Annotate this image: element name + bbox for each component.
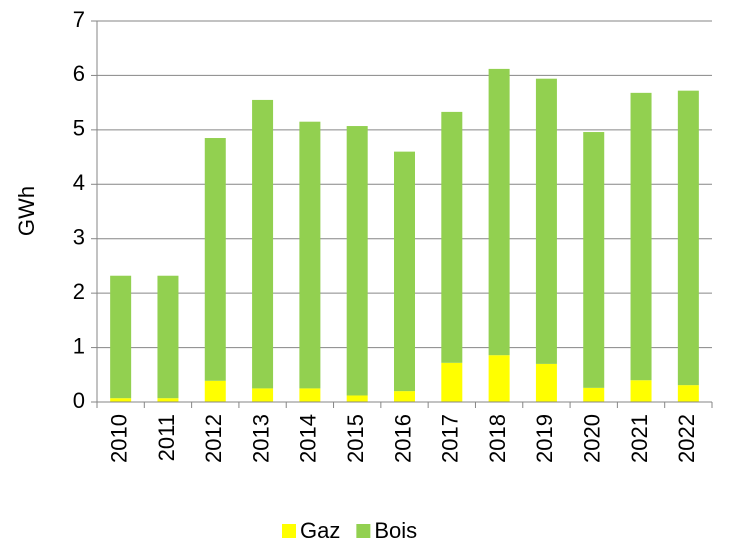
bar-segment	[346, 395, 368, 402]
x-tick-label: 2013	[248, 414, 273, 463]
bar-segment	[204, 138, 226, 381]
y-axis-label: GWh	[14, 186, 39, 236]
x-tick-label: 2020	[580, 414, 605, 463]
legend-label: Gaz	[300, 518, 340, 543]
x-tick-label: 2021	[627, 414, 652, 463]
legend-swatch	[282, 524, 296, 538]
legend-swatch	[356, 524, 371, 538]
y-tick-label: 6	[73, 61, 85, 86]
bar-segment	[488, 355, 510, 402]
bar-segment	[394, 151, 415, 392]
bar-segment	[441, 111, 463, 363]
bar-segment	[441, 362, 463, 402]
bar-segment	[157, 275, 179, 399]
x-tick-label: 2011	[154, 414, 179, 461]
bar-segment	[299, 121, 321, 389]
bar-segment	[535, 363, 557, 402]
x-tick-label: 2010	[106, 414, 131, 463]
y-tick-label: 0	[73, 388, 85, 413]
bar-segment	[630, 92, 652, 381]
bar-segment	[110, 275, 132, 399]
bar-segment	[110, 398, 132, 402]
x-tick-label: 2014	[296, 414, 321, 463]
y-tick-label: 3	[73, 225, 85, 250]
x-tick-label: 2019	[532, 414, 557, 463]
x-tick-label: 2012	[201, 414, 226, 463]
y-tick-label: 4	[73, 170, 85, 195]
x-tick-label: 2015	[343, 414, 368, 463]
bar-segment	[157, 398, 179, 402]
x-tick-label: 2022	[674, 414, 699, 463]
bar-segment	[252, 99, 274, 389]
bar-segment	[583, 387, 605, 402]
bar-segment	[630, 380, 652, 402]
bar-segment	[583, 132, 605, 388]
bar-segment	[346, 126, 368, 396]
bar-segment	[535, 78, 557, 364]
legend-label: Bois	[374, 518, 417, 543]
bar-segment	[677, 385, 699, 402]
x-tick-label: 2016	[390, 414, 415, 463]
x-tick-label: 2017	[438, 414, 463, 463]
y-tick-label: 5	[73, 116, 85, 141]
y-tick-label: 1	[73, 333, 85, 358]
bar-segment	[204, 380, 226, 402]
bar-segment	[299, 388, 321, 402]
bar-segment	[394, 391, 415, 402]
y-tick-label: 2	[73, 279, 85, 304]
bar-segment	[488, 68, 510, 356]
y-tick-label: 7	[73, 7, 85, 32]
bar-segment	[252, 388, 274, 402]
x-tick-label: 2018	[485, 414, 510, 463]
bar-segment	[677, 90, 699, 386]
